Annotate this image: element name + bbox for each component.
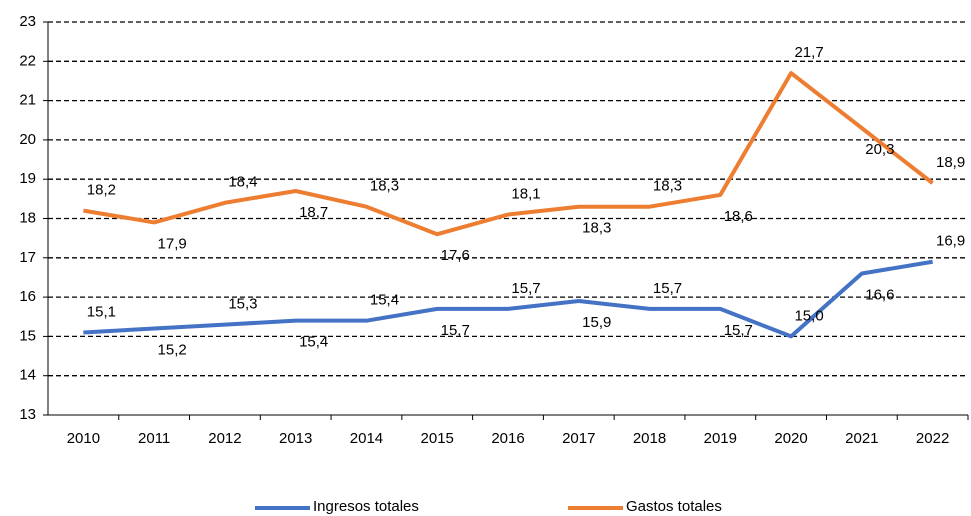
y-tick-label: 23 (19, 13, 36, 30)
y-tick-label: 17 (19, 249, 36, 266)
data-label: 15,2 (158, 342, 187, 359)
x-tick-label: 2021 (845, 430, 878, 447)
data-label: 15,7 (724, 322, 753, 339)
data-label: 16,9 (936, 233, 965, 250)
x-tick-label: 2013 (279, 430, 312, 447)
x-tick-label: 2018 (633, 430, 666, 447)
data-label: 18,3 (582, 220, 611, 237)
x-tick-label: 2016 (491, 430, 524, 447)
data-label: 18,9 (936, 154, 965, 171)
data-label: 18,3 (370, 178, 399, 195)
data-label: 15,7 (511, 280, 540, 297)
y-tick-label: 20 (19, 131, 36, 148)
y-tick-label: 21 (19, 92, 36, 109)
y-tick-label: 15 (19, 327, 36, 344)
y-tick-label: 19 (19, 170, 36, 187)
series-line (83, 71, 934, 237)
x-tick-label: 2012 (208, 430, 241, 447)
data-label: 17,9 (158, 235, 187, 252)
data-label: 18,4 (228, 174, 257, 191)
x-tick-label: 2011 (138, 430, 170, 447)
x-tick-label: 2014 (350, 430, 383, 447)
data-label: 15,3 (228, 296, 257, 313)
y-tick-label: 14 (19, 367, 36, 384)
x-tick-label: 2022 (916, 430, 949, 447)
y-tick-label: 18 (19, 209, 36, 226)
data-label: 18,7 (299, 204, 328, 221)
data-label: 21,7 (794, 44, 823, 61)
data-label: 20,3 (865, 141, 894, 158)
x-tick-label: 2017 (562, 430, 595, 447)
data-label: 18,6 (724, 208, 753, 225)
data-label: 18,2 (87, 182, 116, 199)
data-label: 16,6 (865, 286, 894, 303)
x-tick-label: 2020 (774, 430, 807, 447)
x-tick-label: 2019 (704, 430, 737, 447)
series-line (83, 259, 933, 339)
data-label: 15,4 (299, 334, 328, 351)
data-label: 15,1 (87, 303, 116, 320)
data-label: 15,7 (653, 280, 682, 297)
legend-label: Ingresos totales (313, 498, 419, 515)
data-label: 15,0 (794, 307, 823, 324)
x-tick-label: 2015 (421, 430, 454, 447)
data-label: 17,6 (441, 247, 470, 264)
y-tick-label: 16 (19, 288, 36, 305)
data-label: 18,1 (511, 186, 540, 203)
data-label: 15,7 (441, 322, 470, 339)
data-label: 15,4 (370, 292, 399, 309)
data-label: 15,9 (582, 314, 611, 331)
legend-label: Gastos totales (626, 498, 722, 515)
y-tick-label: 13 (19, 406, 36, 423)
x-tick-label: 2010 (67, 430, 100, 447)
y-tick-label: 22 (19, 52, 36, 69)
data-label: 18,3 (653, 178, 682, 195)
